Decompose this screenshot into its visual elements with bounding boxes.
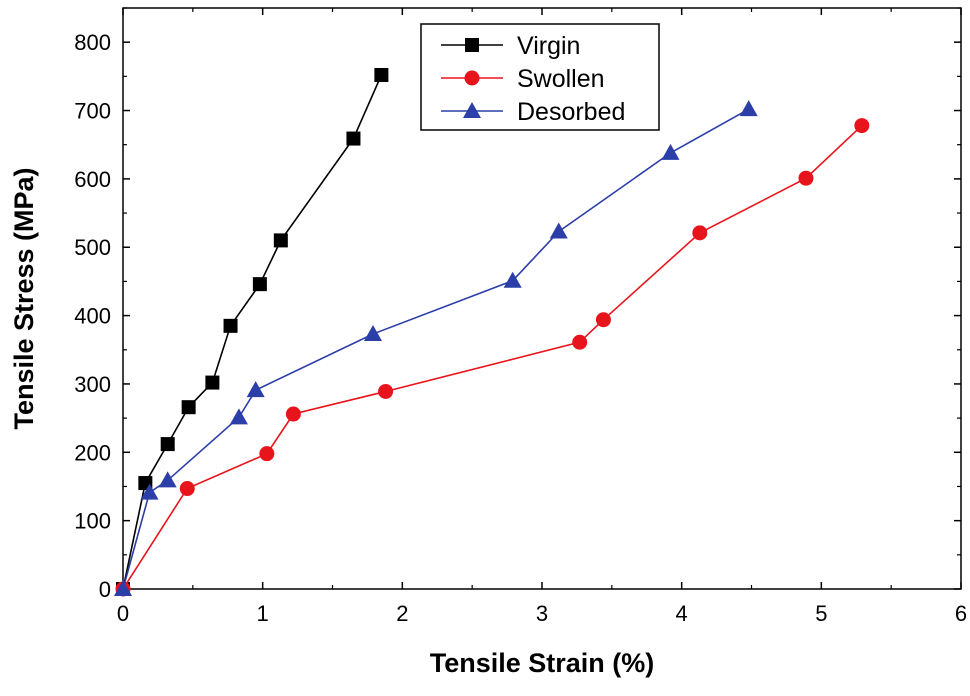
y-tick-label: 200 bbox=[74, 440, 111, 465]
legend-box bbox=[420, 23, 660, 131]
legend-marker-swollen bbox=[464, 70, 480, 86]
data-point-virgin bbox=[374, 67, 389, 82]
data-point-desorbed bbox=[661, 143, 680, 160]
data-point-desorbed bbox=[229, 408, 248, 425]
y-tick-label: 300 bbox=[74, 372, 111, 397]
x-tick-label: 1 bbox=[257, 601, 269, 626]
legend-label-swollen: Swollen bbox=[517, 65, 605, 93]
x-tick-label: 4 bbox=[676, 601, 688, 626]
data-point-swollen bbox=[378, 383, 394, 399]
data-point-virgin bbox=[273, 233, 288, 248]
y-tick-label: 800 bbox=[74, 30, 111, 55]
y-tick-label: 500 bbox=[74, 235, 111, 260]
data-point-swollen bbox=[179, 481, 195, 497]
x-tick-label: 5 bbox=[815, 601, 827, 626]
data-point-swollen bbox=[285, 406, 301, 422]
data-point-swollen bbox=[692, 225, 708, 241]
x-tick-label: 6 bbox=[955, 601, 967, 626]
series-line-virgin bbox=[122, 74, 383, 590]
data-point-virgin bbox=[346, 131, 361, 146]
series-swollen bbox=[115, 118, 870, 597]
legend-marker-desorbed bbox=[463, 102, 481, 118]
legend-marker-virgin bbox=[465, 38, 479, 52]
data-point-virgin bbox=[160, 437, 175, 452]
data-point-desorbed bbox=[140, 483, 159, 500]
y-tick-label: 700 bbox=[74, 99, 111, 124]
x-tick-label: 0 bbox=[117, 601, 129, 626]
x-axis-title: Tensile Strain (%) bbox=[430, 648, 655, 678]
legend-label-desorbed: Desorbed bbox=[517, 98, 625, 126]
series-line-desorbed bbox=[122, 108, 750, 590]
data-point-swollen bbox=[259, 446, 275, 462]
legend-items bbox=[441, 38, 503, 118]
data-point-desorbed bbox=[114, 580, 132, 596]
legend-label-virgin: Virgin bbox=[517, 32, 580, 60]
series-layer bbox=[114, 67, 870, 597]
data-point-desorbed bbox=[549, 222, 568, 239]
data-point-desorbed bbox=[503, 271, 522, 288]
legend: Virgin Swollen Desorbed bbox=[420, 23, 660, 131]
data-point-desorbed bbox=[364, 325, 383, 342]
series-virgin bbox=[116, 67, 389, 596]
data-point-virgin bbox=[223, 318, 238, 333]
data-point-swollen bbox=[572, 334, 588, 350]
y-axis-title: Tensile Stress (MPa) bbox=[9, 167, 39, 429]
series-desorbed bbox=[114, 100, 758, 596]
y-tick-label: 400 bbox=[74, 304, 111, 329]
y-tick-label: 100 bbox=[74, 509, 111, 534]
data-point-virgin bbox=[205, 375, 220, 390]
data-point-swollen bbox=[854, 118, 870, 134]
data-point-swollen bbox=[595, 312, 611, 328]
data-point-desorbed bbox=[246, 381, 265, 398]
x-tick-label: 2 bbox=[396, 601, 408, 626]
data-point-swollen bbox=[798, 170, 814, 186]
series-line-swollen bbox=[122, 125, 863, 590]
data-point-desorbed bbox=[739, 100, 758, 117]
axes: 0 1 2 3 4 5 6 0 100 200 300 400 500 600 700 800 bbox=[74, 7, 967, 626]
y-tick-label: 0 bbox=[99, 577, 111, 602]
x-tick-label: 3 bbox=[536, 601, 548, 626]
y-tick-label: 600 bbox=[74, 167, 111, 192]
data-point-virgin bbox=[252, 277, 267, 292]
data-point-virgin bbox=[181, 400, 196, 415]
data-point-desorbed bbox=[158, 471, 177, 488]
